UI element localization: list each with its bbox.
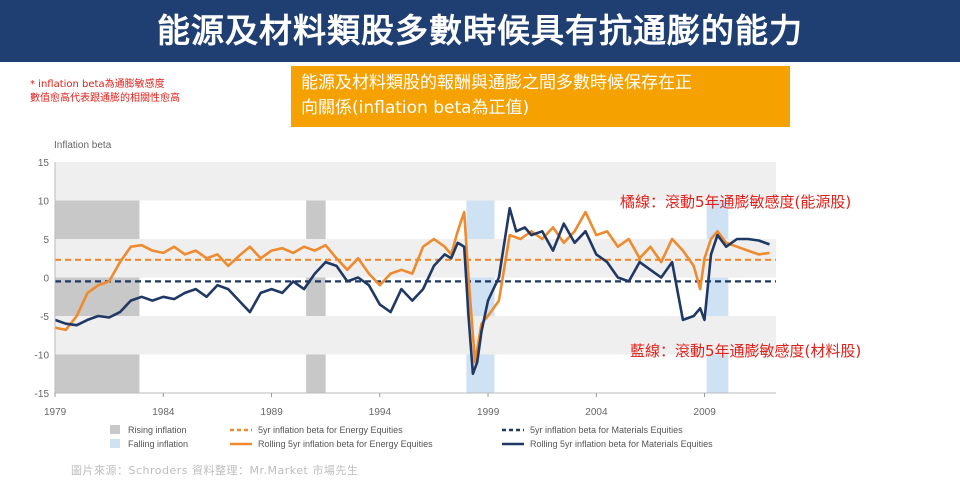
grid-band — [55, 162, 776, 201]
grid-band — [55, 316, 776, 355]
x-tick-label: 1999 — [477, 407, 500, 418]
rising-swatch — [110, 425, 120, 434]
y-tick-label: 15 — [38, 158, 50, 169]
x-tick-label: 1994 — [369, 407, 392, 418]
x-tick-label: 1979 — [44, 407, 67, 418]
legend-label: Rolling 5yr inflation beta for Materials… — [530, 439, 713, 449]
legend-label: 5yr inflation beta for Energy Equities — [258, 425, 403, 435]
callout-line-1: 能源及材料類股的報酬與通膨之間多數時候保存在正 — [301, 73, 692, 93]
falling-swatch — [110, 439, 120, 448]
source-credit: 圖片來源：Schroders 資料整理：Mr.Market 市場先生 — [71, 464, 359, 477]
legend-label: Rolling 5yr inflation beta for Energy Eq… — [258, 439, 433, 449]
callout-line-2: 向關係(inflation beta為正值) — [301, 98, 530, 118]
axes: Inflation beta 15 10 5 0 -5 -10 -15 1979 1984 1989… — [35, 140, 776, 418]
legend-label: 5yr inflation beta for Materials Equitie… — [530, 425, 683, 435]
reference-lines — [55, 258, 776, 283]
series-lines — [54, 206, 770, 376]
annotation-materials: 藍線：滾動5年通膨敏感度(材料股) — [630, 342, 862, 360]
footnote: * inflation beta為通膨敏感度 數值愈高代表跟通膨的相關性愈高 — [30, 78, 180, 106]
y-axis-label: Inflation beta — [54, 140, 112, 151]
y-tick-label: -10 — [35, 351, 50, 362]
y-tick-label: -15 — [35, 389, 50, 400]
callout-box: 能源及材料類股的報酬與通膨之間多數時候保存在正 向關係(inflation be… — [291, 66, 790, 127]
legend-label: Rising inflation — [128, 425, 187, 435]
x-tick-label: 2004 — [585, 407, 608, 418]
energy-rolling-line — [54, 210, 770, 364]
y-tick-label: 10 — [38, 197, 50, 208]
materials-rolling-line — [54, 206, 770, 376]
x-tick-label: 1984 — [152, 407, 175, 418]
grid — [55, 162, 776, 355]
grid-band — [55, 239, 776, 278]
footnote-line-1: * inflation beta為通膨敏感度 — [30, 79, 165, 90]
y-tick-label: 0 — [43, 274, 49, 285]
y-tick-label: -5 — [40, 312, 49, 323]
title-bar — [0, 0, 960, 62]
y-tick-label: 5 — [43, 235, 49, 246]
x-tick-label: 2009 — [694, 407, 717, 418]
x-tick-label: 1989 — [261, 407, 284, 418]
legend-label: Falling inflation — [128, 439, 188, 449]
legend: Rising inflation Falling inflation 5yr inf… — [110, 425, 713, 449]
annotation-energy: 橘線：滾動5年通膨敏感度(能源股) — [620, 193, 852, 211]
slide-title: 能源及材料類股多數時候具有抗通膨的能力 — [157, 11, 803, 50]
footnote-line-2: 數值愈高代表跟通膨的相關性愈高 — [30, 93, 180, 104]
